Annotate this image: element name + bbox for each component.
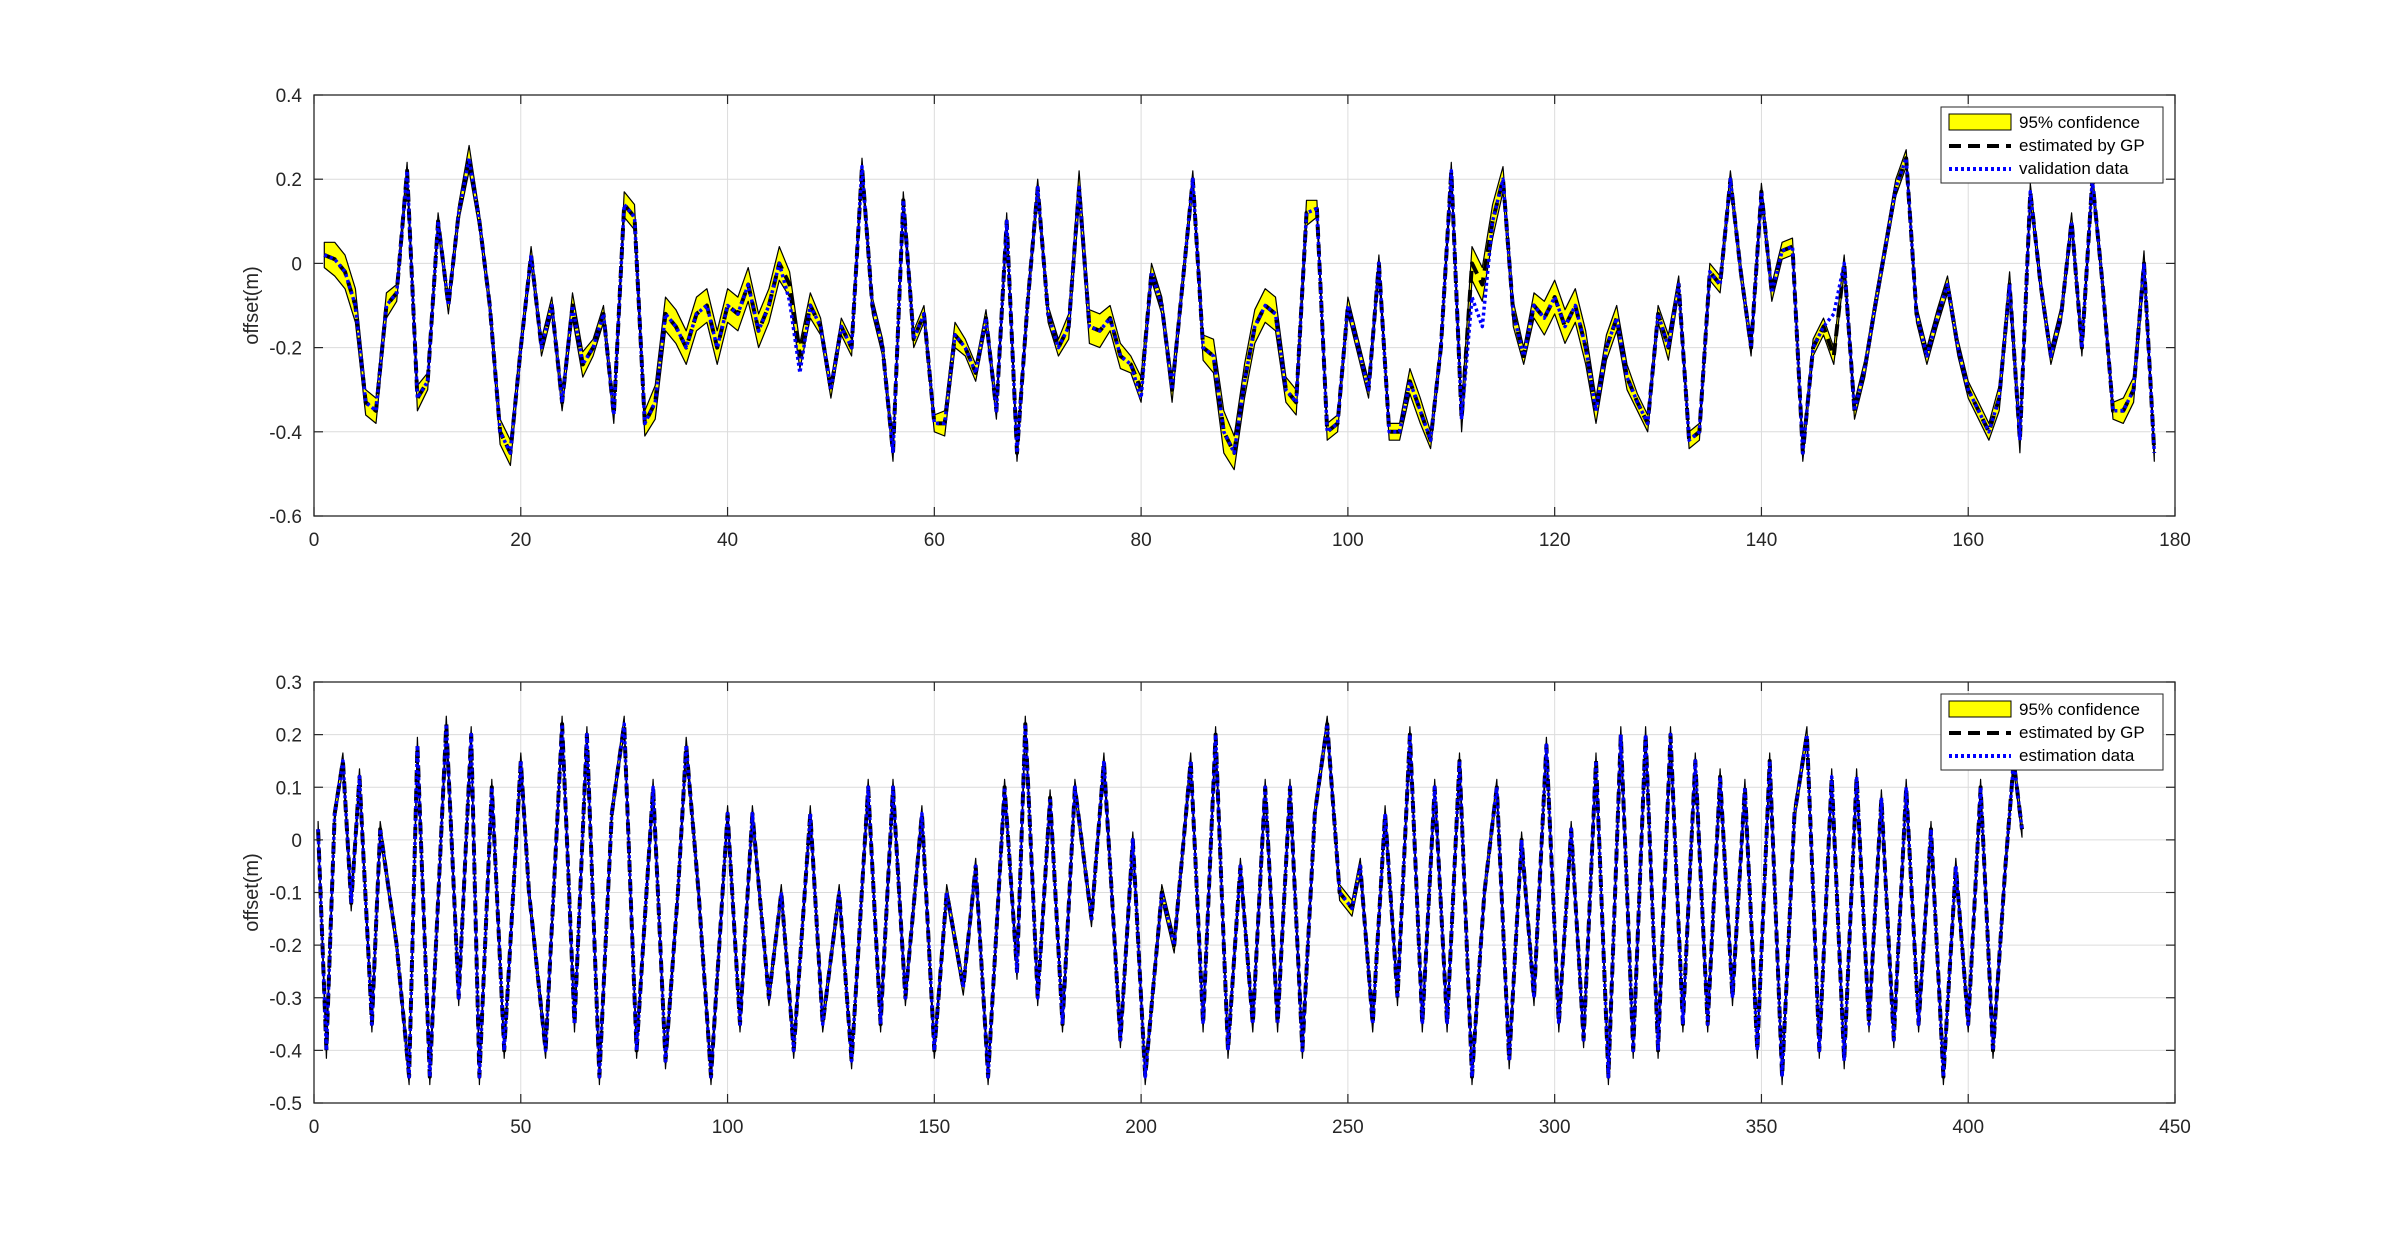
- legend-label-confidence: 95% confidence: [2019, 700, 2140, 719]
- legend-swatch-confidence: [1948, 113, 2012, 131]
- validation-plot: 0 20 40 60 80 100 120 140 160 180 -0.6 -0.4 -0.2 0 0.…: [241, 86, 2191, 551]
- legend-label-estimated: estimated by GP: [2019, 136, 2145, 155]
- estimation-data-line: [316, 722, 2024, 1079]
- y-tick-label: -0.6: [269, 507, 302, 528]
- y-tick-label: 0.4: [276, 86, 303, 107]
- data-series-path: [316, 722, 2024, 1079]
- x-tick-label: 60: [924, 530, 945, 551]
- y-tick-label: -0.1: [269, 884, 302, 905]
- x-tick-label: 0: [309, 1117, 320, 1138]
- y-tick-label: -0.2: [269, 936, 302, 957]
- estimation-estimated-line: [316, 722, 2024, 1079]
- y-tick-label: 0: [291, 254, 302, 275]
- y-tick-label: -0.3: [269, 989, 302, 1010]
- x-tick-label: 250: [1332, 1117, 1364, 1138]
- x-tick-label: 140: [1746, 530, 1778, 551]
- estimation-plot: 0 50 100 150 200 250 300 350 400 450 -0.5 -0.4 -0.3…: [241, 673, 2191, 1138]
- x-tick-label: 100: [712, 1117, 744, 1138]
- y-tick-label: 0.2: [276, 170, 302, 191]
- x-tick-label: 40: [717, 530, 738, 551]
- y-tick-label: -0.2: [269, 339, 302, 360]
- x-tick-label: 400: [1952, 1117, 1984, 1138]
- estimation-y-axis-label: offset(m): [241, 853, 263, 932]
- x-tick-label: 200: [1125, 1117, 1157, 1138]
- x-tick-label: 300: [1539, 1117, 1571, 1138]
- x-tick-label: 20: [510, 530, 531, 551]
- validation-legend: 95% confidence estimated by GP validatio…: [1940, 106, 2164, 184]
- x-tick-label: 100: [1332, 530, 1364, 551]
- data-series-path: [323, 156, 2157, 455]
- x-tick-label: 120: [1539, 530, 1571, 551]
- x-tick-label: 450: [2159, 1117, 2191, 1138]
- x-tick-label: 0: [309, 530, 320, 551]
- estimated-series-path: [316, 722, 2024, 1079]
- legend-label-validation: validation data: [2019, 159, 2129, 178]
- x-tick-label: 80: [1131, 530, 1152, 551]
- estimation-legend: 95% confidence estimated by GP estimatio…: [1940, 693, 2164, 771]
- x-tick-label: 350: [1746, 1117, 1778, 1138]
- estimation-x-ticks: 0 50 100 150 200 250 300 350 400 450: [309, 682, 2191, 1138]
- legend-swatch-confidence: [1948, 700, 2012, 718]
- validation-data-line: [323, 156, 2157, 455]
- y-tick-label: -0.4: [269, 1041, 302, 1062]
- y-tick-label: -0.5: [269, 1094, 302, 1115]
- y-tick-label: -0.4: [269, 423, 302, 444]
- y-tick-label: 0.2: [276, 726, 302, 747]
- y-tick-label: 0: [291, 831, 302, 852]
- x-tick-label: 50: [510, 1117, 531, 1138]
- x-tick-label: 160: [1952, 530, 1984, 551]
- validation-axes-box: [313, 94, 2176, 517]
- validation-x-ticks: 0 20 40 60 80 100 120 140 160 180: [309, 95, 2191, 551]
- x-tick-label: 150: [918, 1117, 950, 1138]
- y-tick-label: 0.3: [276, 673, 302, 694]
- legend-label-estimation: estimation data: [2019, 746, 2135, 765]
- legend-label-confidence: 95% confidence: [2019, 113, 2140, 132]
- validation-y-axis-label: offset(m): [241, 266, 263, 345]
- x-tick-label: 180: [2159, 530, 2191, 551]
- legend-label-estimated: estimated by GP: [2019, 723, 2145, 742]
- y-tick-label: 0.1: [276, 778, 302, 799]
- estimation-y-ticks: -0.5 -0.4 -0.3 -0.2 -0.1 0 0.1 0.2 0.3: [269, 673, 2175, 1115]
- validation-y-ticks: -0.6 -0.4 -0.2 0 0.2 0.4: [269, 86, 2175, 528]
